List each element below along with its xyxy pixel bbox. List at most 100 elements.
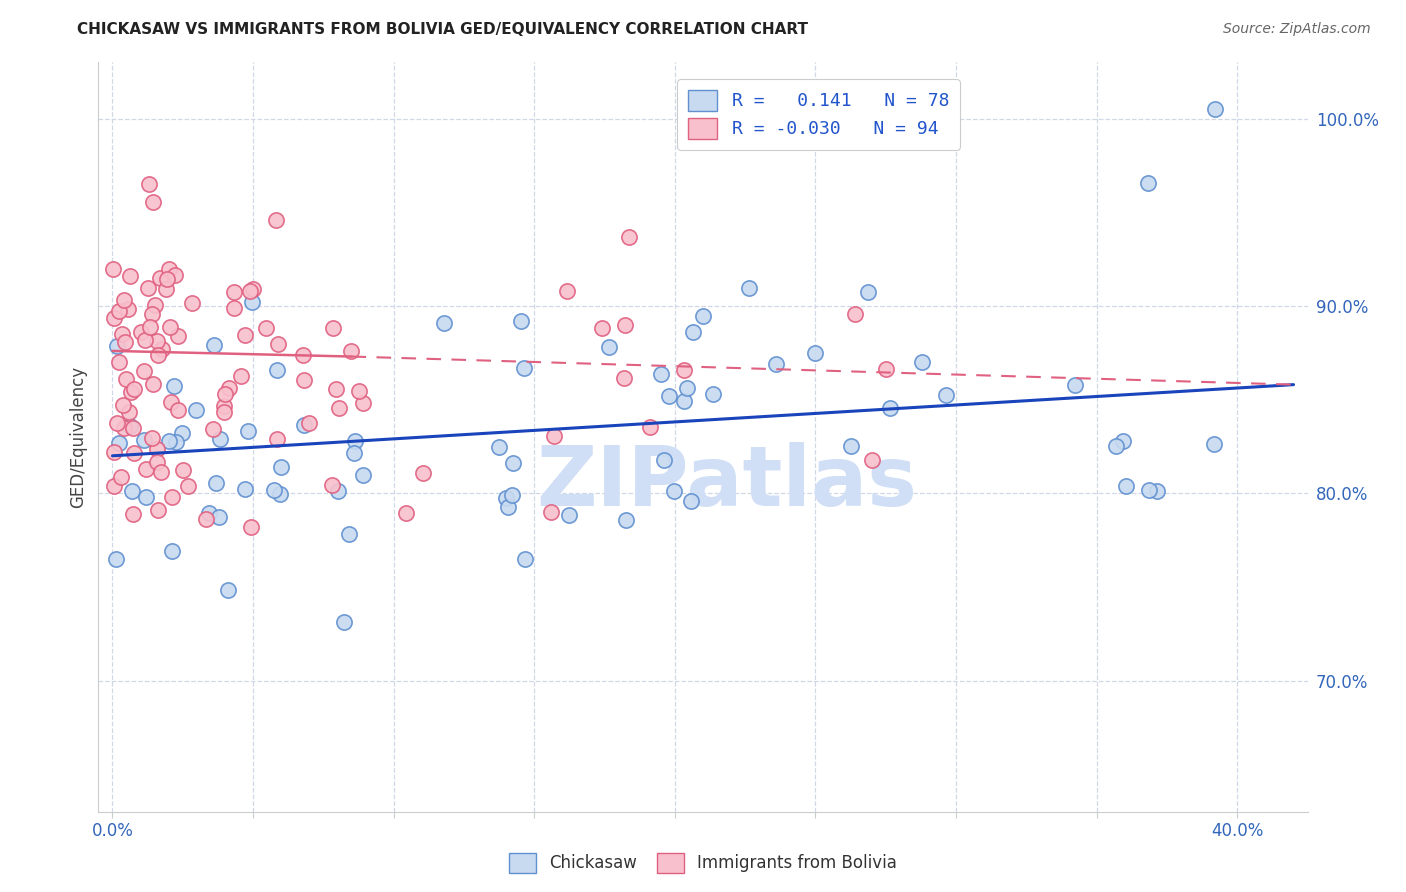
Point xyxy=(121,484,143,499)
Point xyxy=(236,425,259,439)
Point xyxy=(650,368,672,382)
Point xyxy=(614,318,637,333)
Point xyxy=(860,453,883,467)
Point xyxy=(108,435,131,450)
Point xyxy=(198,506,221,520)
Point xyxy=(205,476,228,491)
Point xyxy=(146,442,169,456)
Point xyxy=(103,310,125,325)
Point xyxy=(617,230,640,244)
Point xyxy=(738,280,761,294)
Point xyxy=(879,401,901,415)
Legend: Chickasaw, Immigrants from Bolivia: Chickasaw, Immigrants from Bolivia xyxy=(502,847,904,880)
Point xyxy=(352,395,374,409)
Point xyxy=(501,488,523,502)
Point xyxy=(841,439,863,453)
Point xyxy=(765,357,787,371)
Point xyxy=(111,327,134,342)
Point xyxy=(167,402,190,417)
Point xyxy=(543,428,565,442)
Point xyxy=(1146,483,1168,498)
Point xyxy=(1137,176,1160,190)
Point xyxy=(146,348,169,362)
Point xyxy=(134,334,156,348)
Point xyxy=(120,419,142,434)
Point xyxy=(1115,479,1137,493)
Point xyxy=(233,328,256,343)
Point xyxy=(134,434,156,448)
Point xyxy=(613,371,636,385)
Point xyxy=(111,399,134,413)
Point xyxy=(513,360,536,375)
Point xyxy=(156,272,179,286)
Point xyxy=(675,381,697,395)
Point xyxy=(103,479,125,493)
Point xyxy=(107,355,129,369)
Point xyxy=(1112,434,1135,449)
Point xyxy=(103,444,125,458)
Point xyxy=(114,335,136,350)
Point xyxy=(214,399,236,413)
Point xyxy=(138,178,160,192)
Point xyxy=(108,304,131,318)
Point xyxy=(155,282,177,296)
Point xyxy=(177,478,200,492)
Point xyxy=(208,510,231,524)
Point xyxy=(266,363,288,377)
Point xyxy=(163,379,186,393)
Point xyxy=(340,343,363,358)
Point xyxy=(502,456,524,470)
Point xyxy=(148,503,170,517)
Point xyxy=(343,446,366,460)
Point xyxy=(349,384,371,399)
Point xyxy=(145,334,167,348)
Point xyxy=(142,194,165,209)
Point xyxy=(240,520,263,534)
Point xyxy=(122,421,145,435)
Point xyxy=(614,513,637,527)
Point xyxy=(844,307,866,321)
Point xyxy=(218,380,240,394)
Point xyxy=(682,326,704,340)
Point xyxy=(163,268,186,282)
Point xyxy=(638,420,661,434)
Point xyxy=(702,387,724,401)
Point xyxy=(496,500,519,514)
Point xyxy=(1063,378,1085,392)
Point xyxy=(136,281,159,295)
Legend: R =   0.141   N = 78, R = -0.030   N = 94: R = 0.141 N = 78, R = -0.030 N = 94 xyxy=(678,79,960,150)
Point xyxy=(1137,483,1160,498)
Point xyxy=(135,462,157,476)
Point xyxy=(662,483,685,498)
Point xyxy=(162,544,184,558)
Point xyxy=(266,433,288,447)
Point xyxy=(433,316,456,330)
Point xyxy=(509,314,531,328)
Point xyxy=(202,422,225,436)
Point xyxy=(172,463,194,477)
Point xyxy=(159,320,181,334)
Point xyxy=(150,342,173,356)
Point xyxy=(157,434,180,449)
Point xyxy=(856,285,879,299)
Point xyxy=(269,487,291,501)
Point xyxy=(270,460,292,475)
Point xyxy=(224,301,246,315)
Point xyxy=(122,382,145,396)
Point xyxy=(681,494,703,508)
Point xyxy=(292,348,315,362)
Point xyxy=(224,285,246,299)
Point xyxy=(242,282,264,296)
Point xyxy=(325,382,347,396)
Point xyxy=(264,212,287,227)
Point xyxy=(240,295,263,310)
Point xyxy=(157,261,180,276)
Point xyxy=(233,483,256,497)
Point xyxy=(488,440,510,454)
Text: CHICKASAW VS IMMIGRANTS FROM BOLIVIA GED/EQUIVALENCY CORRELATION CHART: CHICKASAW VS IMMIGRANTS FROM BOLIVIA GED… xyxy=(77,22,808,37)
Point xyxy=(254,320,277,334)
Point xyxy=(328,483,350,498)
Point xyxy=(131,325,153,339)
Point xyxy=(180,295,202,310)
Point xyxy=(101,261,124,276)
